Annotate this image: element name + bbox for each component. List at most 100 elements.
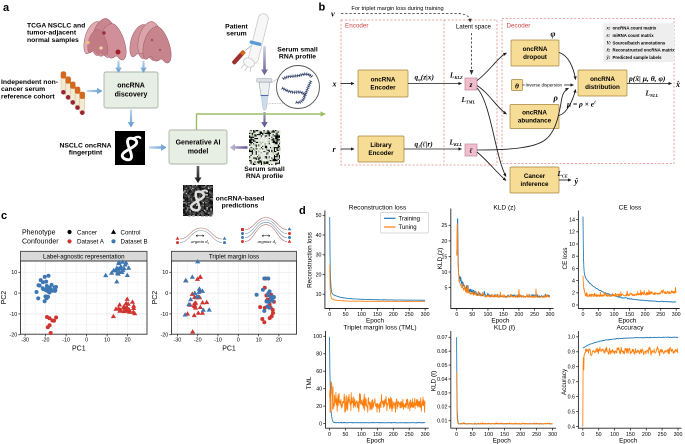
svg-text:Encoder: Encoder [370, 85, 396, 92]
svg-text:RNA profile: RNA profile [246, 173, 283, 180]
svg-text:200: 200 [642, 432, 651, 438]
svg-text:-10: -10 [214, 338, 222, 344]
svg-text:0.07: 0.07 [437, 335, 447, 341]
svg-text:Reconstruction loss: Reconstruction loss [307, 232, 314, 288]
svg-text:50: 50 [316, 213, 322, 219]
svg-text:inference: inference [521, 181, 549, 188]
svg-text:6: 6 [572, 266, 575, 272]
svg-text:Epoch: Epoch [491, 318, 510, 325]
svg-text:5: 5 [444, 286, 447, 292]
svg-text:200: 200 [389, 312, 398, 318]
svg-text:0.7: 0.7 [568, 380, 575, 386]
svg-text:φ: φ [551, 29, 556, 39]
svg-text:0.9: 0.9 [568, 350, 575, 356]
svg-text:0.03: 0.03 [437, 391, 447, 397]
svg-text:Cancer: Cancer [77, 229, 97, 236]
svg-text:Library: Library [370, 142, 392, 149]
svg-text:x̂:: x̂: [606, 49, 611, 54]
svg-text:fingerptint: fingerptint [69, 150, 103, 157]
svg-text:TCGA NSCLC and: TCGA NSCLC and [27, 23, 85, 30]
svg-text:150: 150 [626, 432, 635, 438]
svg-text:250: 250 [656, 312, 665, 318]
svg-text:300: 300 [421, 432, 430, 438]
svg-text:50: 50 [469, 312, 475, 318]
svg-text:Accuracy: Accuracy [561, 368, 568, 395]
svg-text:Inverse dispersion: Inverse dispersion [526, 82, 563, 87]
svg-text:-20: -20 [42, 338, 50, 344]
svg-text:d: d [299, 205, 306, 217]
svg-text:Control: Control [121, 229, 141, 236]
svg-text:300: 300 [672, 312, 681, 318]
svg-text:PC1: PC1 [222, 346, 236, 353]
svg-text:-30: -30 [174, 338, 182, 344]
svg-text:40: 40 [316, 387, 322, 393]
svg-text:normal samples: normal samples [27, 37, 79, 44]
svg-text:a: a [3, 2, 10, 14]
svg-text:serum: serum [226, 31, 246, 38]
svg-text:Reconstructed oncRNA matrix: Reconstructed oncRNA matrix [613, 48, 676, 53]
svg-text:ŷ:: ŷ: [606, 56, 611, 61]
svg-text:250: 250 [532, 432, 541, 438]
svg-text:CE loss: CE loss [619, 205, 642, 212]
svg-text:150: 150 [625, 312, 634, 318]
svg-text:reference cohort: reference cohort [1, 93, 55, 100]
svg-text:25: 25 [441, 223, 447, 229]
svg-text:100: 100 [313, 334, 322, 340]
svg-text:Dataset A: Dataset A [77, 239, 105, 246]
svg-text:argmin dz: argmin dz [191, 239, 210, 245]
svg-text:b: b [319, 2, 326, 14]
svg-text:v: v [331, 9, 335, 19]
svg-text:0.8: 0.8 [568, 365, 575, 371]
svg-text:abundance: abundance [518, 118, 552, 125]
svg-text:Serum small: Serum small [277, 47, 318, 54]
svg-text:20: 20 [125, 338, 131, 344]
svg-text:14: 14 [569, 218, 575, 224]
svg-text:150: 150 [373, 432, 382, 438]
svg-text:10: 10 [11, 270, 17, 276]
svg-text:TML: TML [306, 376, 313, 389]
svg-text:60: 60 [316, 369, 322, 375]
svg-text:ℓ: ℓ [468, 146, 472, 155]
svg-text:100: 100 [484, 432, 493, 438]
svg-text:x: x [332, 79, 337, 88]
svg-text:100: 100 [610, 312, 619, 318]
svg-text:LKLZ: LKLZ [449, 71, 463, 80]
svg-text:100: 100 [610, 432, 619, 438]
svg-text:LKLL: LKLL [449, 138, 463, 147]
svg-text:oncRNA: oncRNA [523, 46, 548, 53]
svg-text:10: 10 [256, 338, 262, 344]
svg-text:0.4: 0.4 [568, 424, 575, 430]
svg-text:Triplet margin loss (TML): Triplet margin loss (TML) [343, 325, 416, 332]
svg-text:LTML: LTML [461, 96, 476, 105]
svg-text:0.6: 0.6 [568, 395, 575, 401]
svg-text:-10: -10 [10, 312, 18, 318]
svg-text:100: 100 [357, 312, 366, 318]
svg-text:2: 2 [572, 291, 575, 297]
svg-text:Accuracy: Accuracy [616, 325, 644, 332]
svg-text:50: 50 [470, 432, 476, 438]
svg-text:oncRNA: oncRNA [117, 83, 145, 90]
svg-text:12: 12 [569, 230, 575, 236]
svg-text:V:: V: [607, 41, 612, 46]
svg-text:Epoch: Epoch [366, 318, 385, 325]
svg-text:ŷ: ŷ [574, 177, 579, 186]
svg-text:0: 0 [582, 312, 585, 318]
svg-text:200: 200 [514, 312, 523, 318]
svg-text:-20: -20 [10, 333, 18, 339]
svg-text:0: 0 [455, 312, 458, 318]
svg-text:20: 20 [316, 404, 322, 410]
svg-text:-30: -30 [21, 338, 29, 344]
svg-text:Independent non-: Independent non- [1, 79, 58, 86]
svg-text:distribution: distribution [585, 84, 620, 91]
svg-text:Serum small: Serum small [244, 166, 285, 173]
svg-text:CE loss: CE loss [562, 247, 569, 269]
svg-text:Generative AI: Generative AI [176, 140, 221, 147]
svg-text:0: 0 [165, 291, 168, 297]
svg-text:10: 10 [569, 242, 575, 248]
svg-text:0.01: 0.01 [437, 419, 447, 425]
svg-text:0: 0 [455, 432, 458, 438]
svg-text:Latent space: Latent space [456, 24, 492, 31]
svg-text:Patient: Patient [225, 24, 248, 31]
svg-text:150: 150 [499, 312, 508, 318]
svg-text:miRNA count matrix: miRNA count matrix [613, 33, 655, 38]
